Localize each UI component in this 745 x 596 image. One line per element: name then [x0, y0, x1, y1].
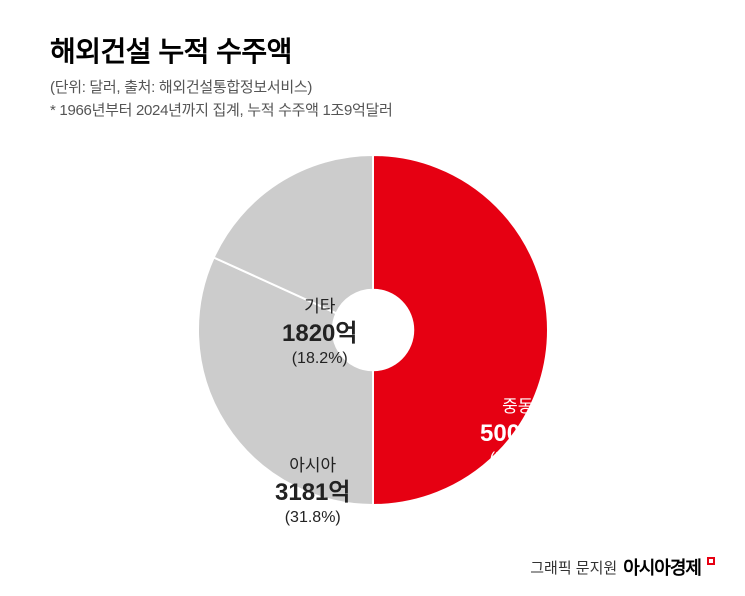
chart-title: 해외건설 누적 수주액: [50, 30, 695, 70]
graphic-credit: 그래픽 문지원: [530, 557, 617, 578]
footer: 그래픽 문지원 아시아경제: [530, 554, 715, 580]
slice-pct: (50.0%): [480, 449, 555, 470]
slice-value: 3181억: [275, 477, 350, 508]
slice-name: 기타: [282, 296, 357, 318]
slice-pct: (31.8%): [275, 508, 350, 529]
slice-label-중동: 중동5009억(50.0%): [480, 396, 555, 470]
brand-name: 아시아경제: [623, 554, 701, 580]
slice-name: 아시아: [275, 455, 350, 477]
chart-note: * 1966년부터 2024년까지 집계, 누적 수주액 1조9억달러: [50, 99, 695, 120]
slice-name: 중동: [480, 396, 555, 418]
brand-mark-icon: [707, 557, 715, 565]
slice-value: 1820억: [282, 318, 357, 349]
slice-pct: (18.2%): [282, 349, 357, 370]
donut-chart: 중동5009억(50.0%) 아시아3181억(31.8%) 기타1820억(18.…: [50, 120, 695, 540]
slice-value: 5009억: [480, 418, 555, 449]
slice-label-아시아: 아시아3181억(31.8%): [275, 455, 350, 529]
slice-label-기타: 기타1820억(18.2%): [282, 296, 357, 370]
chart-subtitle: (단위: 달러, 출처: 해외건설통합정보서비스): [50, 76, 695, 97]
